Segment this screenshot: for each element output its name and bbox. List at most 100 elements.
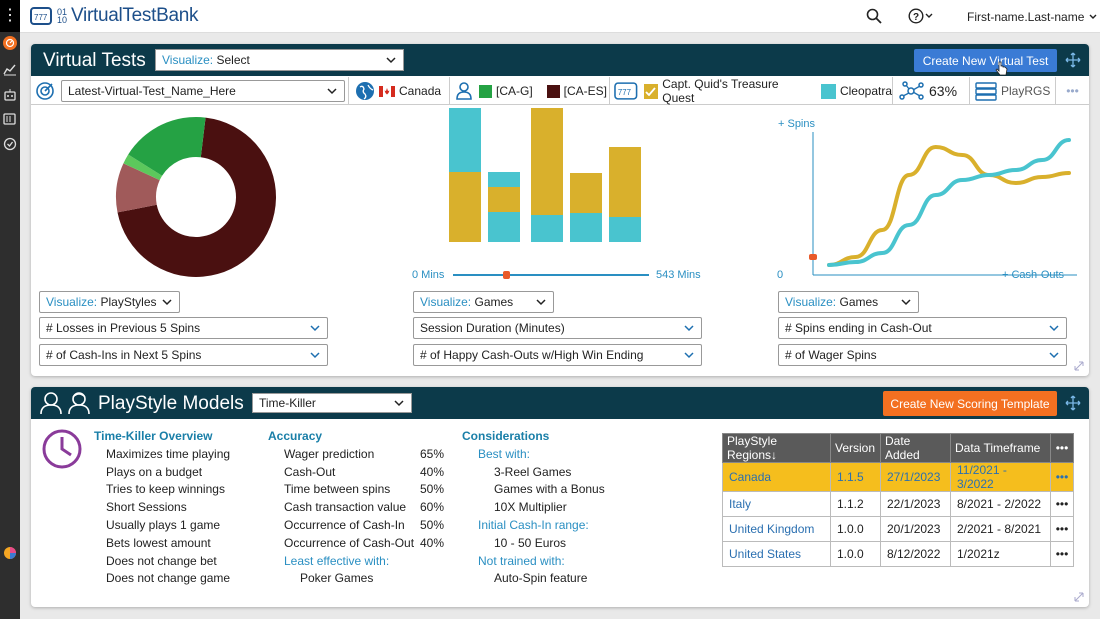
col-more-header[interactable]: ••• bbox=[1050, 433, 1074, 463]
duration-slider-handle[interactable] bbox=[503, 271, 510, 279]
game-filter[interactable]: 777 Capt. Quid's Treasure Quest Cleopatr… bbox=[610, 77, 893, 105]
percent-label: 63% bbox=[929, 83, 958, 99]
rgs-filter[interactable]: PlayRGS bbox=[970, 77, 1056, 105]
not-trained-label: Not trained with: bbox=[478, 553, 565, 568]
cell-more[interactable]: ••• bbox=[1050, 491, 1074, 517]
create-scoring-template-button[interactable]: Create New Scoring Template bbox=[883, 391, 1057, 416]
resize-icon[interactable] bbox=[1073, 360, 1085, 372]
chart3-visualize-select[interactable]: Visualize: Games bbox=[778, 291, 919, 313]
accuracy-title: Accuracy bbox=[268, 429, 323, 443]
col-region-header[interactable]: PlayStyle Regions↓ bbox=[722, 433, 831, 463]
app-logo[interactable]: 777 01 10 VirtualTestBank bbox=[30, 5, 198, 27]
line-series-1[interactable] bbox=[827, 138, 1071, 267]
check-circle-icon[interactable] bbox=[2, 136, 18, 152]
cell-date: 27/1/2023 bbox=[880, 462, 951, 492]
donut-slice-maroon[interactable] bbox=[117, 117, 277, 277]
line-series-0[interactable] bbox=[827, 144, 1071, 267]
chart3-dropdown-2[interactable]: # of Wager Spins bbox=[778, 344, 1067, 366]
y-axis-label: + Spins bbox=[778, 118, 815, 130]
bar-bottom-3[interactable] bbox=[531, 215, 563, 242]
overview-item: Plays on a budget bbox=[106, 464, 203, 479]
cell-region[interactable]: Canada bbox=[722, 462, 831, 492]
col-timeframe-header[interactable]: Data Timeframe bbox=[950, 433, 1051, 463]
chart1-visualize-select[interactable]: Visualize: PlayStyles bbox=[39, 291, 180, 313]
bar-middle-2[interactable] bbox=[488, 187, 520, 212]
donut-slice-light-green[interactable] bbox=[123, 154, 163, 181]
chart2-dropdown-1[interactable]: Session Duration (Minutes) bbox=[413, 317, 702, 339]
considerations-column: Considerations Best with: 3-Reel Games Ga… bbox=[462, 428, 662, 588]
color-wheel-icon[interactable] bbox=[2, 545, 18, 561]
bar-top-2[interactable] bbox=[488, 172, 520, 187]
group-filter[interactable]: [CA-G] [CA-ES] bbox=[450, 77, 610, 105]
donut-slice-rose[interactable] bbox=[116, 163, 160, 213]
chart3-dropdown-1[interactable]: # Spins ending in Cash-Out bbox=[778, 317, 1067, 339]
analytics-icon[interactable] bbox=[2, 61, 18, 77]
virtual-tests-header: Virtual Tests Visualize: Select Create N… bbox=[31, 44, 1089, 76]
duration-slider-track[interactable] bbox=[453, 274, 649, 276]
dropdown-value: # of Happy Cash-Outs w/High Win Ending bbox=[420, 348, 644, 362]
chart2-dropdown-2[interactable]: # of Happy Cash-Outs w/High Win Ending bbox=[413, 344, 702, 366]
cell-region[interactable]: Italy bbox=[722, 491, 831, 517]
table-row[interactable]: United States 1.0.0 8/12/2022 1/2021z ••• bbox=[722, 541, 1074, 567]
y-axis-handle[interactable] bbox=[809, 254, 817, 260]
visualize-value: Select bbox=[216, 53, 250, 67]
user-icon bbox=[456, 82, 472, 100]
chart1-dropdown-2[interactable]: # of Cash-Ins in Next 5 Spins bbox=[39, 344, 328, 366]
cell-more[interactable]: ••• bbox=[1050, 462, 1074, 492]
chevron-down-icon bbox=[327, 88, 337, 95]
users-icon bbox=[40, 392, 90, 415]
network-icon bbox=[899, 81, 924, 100]
target-icon bbox=[36, 82, 54, 100]
table-row[interactable]: Italy 1.1.2 22/1/2023 8/2021 - 2/2022 ••• bbox=[722, 491, 1074, 517]
bar-middle-5[interactable] bbox=[609, 147, 641, 217]
cell-region[interactable]: United Kingdom bbox=[722, 516, 831, 542]
donut-slice-green[interactable] bbox=[128, 117, 206, 176]
visualize-label: Visualize: bbox=[46, 295, 98, 309]
move-icon[interactable] bbox=[1065, 395, 1081, 411]
best-with-list: 3-Reel Games Games with a Bonus 10X Multip… bbox=[462, 464, 662, 517]
table-row[interactable]: Canada 1.1.5 27/1/2023 11/2021 - 3/2022 ••• bbox=[722, 462, 1074, 492]
menu-dots-icon[interactable]: ⋮ bbox=[0, 0, 20, 32]
network-filter[interactable]: 63% bbox=[893, 77, 970, 105]
chevron-down-icon bbox=[310, 352, 320, 359]
checkbox-gold[interactable] bbox=[643, 83, 659, 99]
accuracy-label: Cash-Out bbox=[284, 464, 336, 479]
bar-bottom-5[interactable] bbox=[609, 217, 641, 242]
playstyle-select[interactable]: Time-Killer bbox=[252, 393, 412, 413]
country-filter[interactable]: Canada bbox=[349, 77, 450, 105]
robot-icon[interactable] bbox=[2, 87, 18, 103]
accuracy-value: 50% bbox=[419, 482, 444, 497]
chevron-down-icon bbox=[394, 400, 404, 407]
slot-machine-icon[interactable] bbox=[2, 111, 18, 127]
user-menu[interactable]: First-name.Last-name bbox=[967, 10, 1098, 24]
search-icon[interactable] bbox=[866, 8, 882, 27]
cell-date: 20/1/2023 bbox=[880, 516, 951, 542]
chart1-dropdown-1[interactable]: # Losses in Previous 5 Spins bbox=[39, 317, 328, 339]
bar-top-1[interactable] bbox=[449, 108, 481, 172]
cell-more[interactable]: ••• bbox=[1050, 541, 1074, 567]
bar-middle-4[interactable] bbox=[570, 173, 602, 213]
visualize-value: Games bbox=[839, 295, 879, 309]
resize-icon[interactable] bbox=[1073, 591, 1085, 603]
cell-region[interactable]: United States bbox=[722, 541, 831, 567]
chart2-visualize-select[interactable]: Visualize: Games bbox=[413, 291, 554, 313]
overview-item: Maximizes time playing bbox=[106, 446, 231, 461]
create-virtual-test-button[interactable]: Create New Virtual Test bbox=[914, 49, 1057, 72]
test-select[interactable]: Latest-Virtual-Test_Name_Here bbox=[61, 80, 345, 102]
table-row[interactable]: United Kingdom 1.0.0 20/1/2023 2/2021 - 8/2… bbox=[722, 516, 1074, 542]
green-swatch bbox=[479, 84, 492, 98]
group1-label: [CA-G] bbox=[496, 84, 533, 98]
bar-bottom-2[interactable] bbox=[488, 212, 520, 242]
dashboard-icon[interactable] bbox=[3, 36, 17, 50]
more-filters-icon[interactable]: ••• bbox=[1066, 84, 1079, 98]
cell-more[interactable]: ••• bbox=[1050, 516, 1074, 542]
move-icon[interactable] bbox=[1065, 52, 1081, 68]
bar-middle-3[interactable] bbox=[531, 108, 563, 215]
visualize-select[interactable]: Visualize: Select bbox=[155, 49, 404, 71]
overview-item: Usually plays 1 game bbox=[106, 517, 221, 532]
col-date-header[interactable]: Date Added bbox=[880, 433, 951, 463]
bar-bottom-4[interactable] bbox=[570, 213, 602, 242]
col-version-header[interactable]: Version bbox=[830, 433, 881, 463]
bar-middle-1[interactable] bbox=[449, 172, 481, 242]
help-menu[interactable]: ? bbox=[908, 8, 934, 24]
